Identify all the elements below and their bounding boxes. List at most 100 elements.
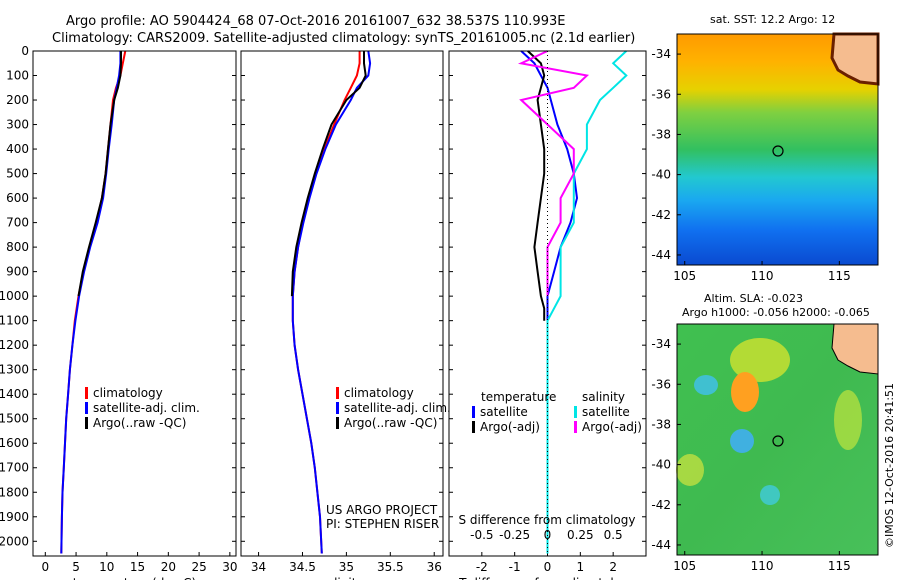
legend-swatch (574, 406, 577, 418)
annotation-project: US ARGO PROJECT (326, 503, 438, 517)
y-tick-label: 100 (6, 69, 29, 83)
y-tick-label: 600 (6, 191, 29, 205)
map-y-tick-label: -34 (651, 337, 671, 351)
y-tick-label: 1700 (0, 461, 29, 475)
legend-swatch (85, 402, 88, 414)
x-tick-label: 5 (72, 560, 80, 574)
top-tick-label: 0.25 (567, 528, 594, 542)
y-tick-label: 1900 (0, 510, 29, 524)
x-axis-label: T difference from climatology (458, 576, 636, 580)
sla-cyan-blob-1 (694, 375, 718, 395)
legend-label: satellite (480, 405, 528, 419)
sla-cyan-blob-3 (760, 485, 780, 505)
map-x-tick-label: 115 (828, 559, 851, 573)
x-axis-label: salinity (320, 576, 363, 580)
y-tick-label: 1400 (0, 387, 29, 401)
y-tick-label: 200 (6, 93, 29, 107)
map-y-tick-label: -44 (651, 538, 671, 552)
y-tick-label: 1500 (0, 412, 29, 426)
map-y-tick-label: -42 (651, 498, 671, 512)
x-tick-label: 0 (544, 560, 552, 574)
legend-swatch (472, 421, 475, 433)
y-tick-label: 500 (6, 167, 29, 181)
y-tick-label: 700 (6, 216, 29, 230)
x-tick-label: 36 (427, 560, 442, 574)
x-tick-label: 34.5 (289, 560, 316, 574)
legend-label: Argo(..raw -QC) (93, 416, 186, 430)
map-y-tick-label: -36 (651, 87, 671, 101)
legend-label: satellite (582, 405, 630, 419)
map-x-tick-label: 110 (751, 559, 774, 573)
legend-label: satellite-adj. clim. (344, 401, 451, 415)
top-tick-label: 0.5 (604, 528, 623, 542)
difference-panel: -2 -1 0 1 2 T difference from climatology temp… (448, 50, 647, 580)
temperature-panel: 0100200300400500600700800900100011001200… (0, 44, 237, 580)
x-tick-label: 30 (222, 560, 237, 574)
x-tick-label: 25 (191, 560, 206, 574)
y-tick-label: 1300 (0, 363, 29, 377)
top-tick-label: -0.25 (499, 528, 530, 542)
y-tick-label: 900 (6, 265, 29, 279)
map-y-tick-label: -44 (651, 248, 671, 262)
sst-map-title: sat. SST: 12.2 Argo: 12 (710, 13, 835, 26)
plot-frame (32, 50, 237, 557)
legend-swatch (85, 387, 88, 399)
sst-argo-marker (772, 145, 784, 157)
sla-yellow-blob (730, 338, 790, 382)
top-axis-label: S difference from climatology (459, 513, 636, 527)
sla-argo-marker (772, 435, 784, 447)
legend-swatch (336, 402, 339, 414)
map-y-tick-label: -38 (651, 417, 671, 431)
series-line (291, 51, 361, 554)
legend-swatch (574, 421, 577, 433)
x-tick-label: 10 (99, 560, 114, 574)
title-line2: Climatology: CARS2009. Satellite-adjuste… (52, 31, 635, 46)
sla-cyan-blob-2 (730, 429, 754, 453)
x-tick-label: 2 (609, 560, 617, 574)
map-y-tick-label: -34 (651, 47, 671, 61)
series-line (527, 50, 546, 321)
sla-map-axes: 105 110 115 -34 -36 -38 -40 -42 -44 (651, 337, 850, 573)
map-x-tick-label: 105 (673, 559, 696, 573)
legend-swatch (336, 417, 339, 429)
top-tick-label: -0.5 (470, 528, 493, 542)
legend-label: Argo(-adj) (582, 420, 642, 434)
sst-map-axes: 105 110 115 -34 -36 -38 -40 -42 -44 (651, 47, 850, 283)
series-line (60, 51, 122, 554)
sst-map-panel: sat. SST: 12.2 Argo: 12 105 110 (651, 13, 880, 283)
map-y-tick-label: -42 (651, 208, 671, 222)
series-line (517, 50, 590, 297)
legend-title: salinity (582, 390, 625, 404)
legend-swatch (472, 406, 475, 418)
legend-label: Argo(-adj) (480, 420, 540, 434)
sla-map-panel: Altim. SLA: -0.023 Argo h1000: -0.056 h2… (651, 292, 879, 573)
legend-swatch (336, 387, 339, 399)
x-tick-label: 1 (577, 560, 585, 574)
legend-swatch (85, 417, 88, 429)
title-line1: Argo profile: AO 5904424_68 07-Oct-2016 … (66, 14, 565, 29)
series-line (77, 51, 122, 297)
x-tick-label: 20 (161, 560, 176, 574)
series-line (546, 50, 628, 554)
sla-yellow-blob-3 (834, 390, 862, 450)
map-y-tick-label: -40 (651, 168, 671, 182)
y-tick-label: 1600 (0, 436, 29, 450)
plot-frame (240, 50, 444, 557)
y-tick-label: 1100 (0, 314, 29, 328)
legend-label: satellite-adj. clim. (93, 401, 200, 415)
sla-map-subtitle: Argo h1000: -0.056 h2000: -0.065 (682, 306, 870, 319)
y-tick-label: 800 (6, 240, 29, 254)
y-tick-label: 0 (21, 44, 29, 58)
imos-watermark: ©IMOS 12-Oct-2016 20:41:51 (883, 383, 896, 548)
annotation-pi: PI: STEPHEN RISER (326, 517, 439, 531)
sla-yellow-blob-2 (676, 454, 704, 486)
map-y-tick-label: -40 (651, 458, 671, 472)
map-x-tick-label: 115 (828, 269, 851, 283)
series-line (291, 50, 372, 554)
x-tick-label: 35.5 (377, 560, 404, 574)
x-tick-label: 15 (130, 560, 145, 574)
map-y-tick-label: -36 (651, 377, 671, 391)
series-line (60, 50, 127, 554)
y-tick-label: 1000 (0, 289, 29, 303)
map-x-tick-label: 110 (751, 269, 774, 283)
